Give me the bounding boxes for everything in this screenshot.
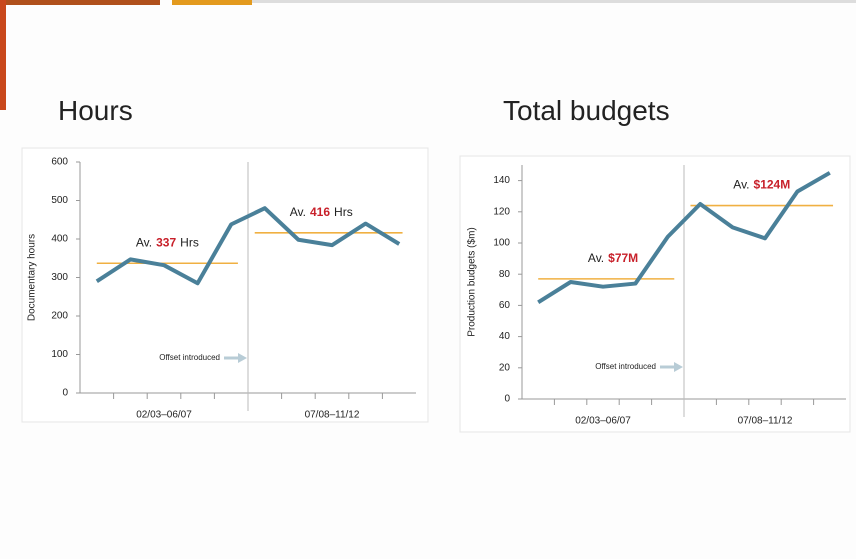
period-label: 02/03–06/07 — [136, 410, 192, 421]
average-annotation: Av. $124M — [733, 178, 790, 192]
annotation-prefix: Av. — [136, 235, 152, 249]
y-tick-label: 140 — [493, 175, 510, 186]
period-label: 07/08–11/12 — [305, 410, 360, 421]
chart-title: Total budgets — [503, 95, 670, 126]
data-line — [95, 206, 401, 286]
average-value: 337 — [156, 235, 176, 249]
y-tick-label: 0 — [62, 388, 68, 399]
y-tick-label: 200 — [51, 311, 68, 322]
average-annotation: Av. 337 Hrs — [136, 235, 199, 249]
average-value: $77M — [608, 251, 638, 265]
y-tick-label: 40 — [499, 331, 511, 342]
event-label: Offset introduced — [595, 362, 656, 371]
y-tick-label: 60 — [499, 300, 511, 311]
average-value: 416 — [310, 205, 330, 219]
chart-title: Hours — [58, 95, 133, 126]
y-tick-label: 500 — [51, 195, 68, 206]
data-line — [537, 171, 831, 304]
event-arrow — [660, 362, 683, 372]
annotation-prefix: Av. — [290, 205, 306, 219]
period-label: 07/08–11/12 — [738, 416, 793, 427]
period-label: 02/03–06/07 — [575, 416, 631, 427]
annotation-prefix: Av. — [733, 178, 749, 192]
annotation-prefix: Av. — [588, 251, 604, 265]
event-arrow — [224, 353, 247, 363]
side-band — [0, 0, 6, 110]
y-tick-label: 0 — [504, 394, 510, 405]
chart-panel — [459, 155, 851, 433]
y-tick-label: 120 — [493, 206, 510, 217]
y-tick-label: 100 — [51, 349, 68, 360]
top-band — [172, 0, 252, 5]
event-label: Offset introduced — [159, 353, 220, 362]
y-axis-label: Documentary hours — [27, 234, 38, 321]
annotation-suffix: Hrs — [334, 205, 353, 219]
annotation-suffix: Hrs — [180, 235, 199, 249]
average-annotation: Av. $77M — [588, 251, 638, 265]
y-axis-label: Production budgets ($m) — [467, 227, 478, 337]
y-tick-label: 300 — [51, 272, 68, 283]
chart-panel — [21, 147, 429, 423]
top-band — [0, 0, 160, 5]
y-tick-label: 600 — [51, 157, 68, 168]
y-tick-label: 100 — [493, 238, 510, 249]
y-tick-label: 400 — [51, 234, 68, 245]
average-annotation: Av. 416 Hrs — [290, 205, 353, 219]
top-band — [252, 0, 856, 3]
y-tick-label: 80 — [499, 269, 511, 280]
y-tick-label: 20 — [499, 362, 511, 373]
average-value: $124M — [754, 178, 791, 192]
